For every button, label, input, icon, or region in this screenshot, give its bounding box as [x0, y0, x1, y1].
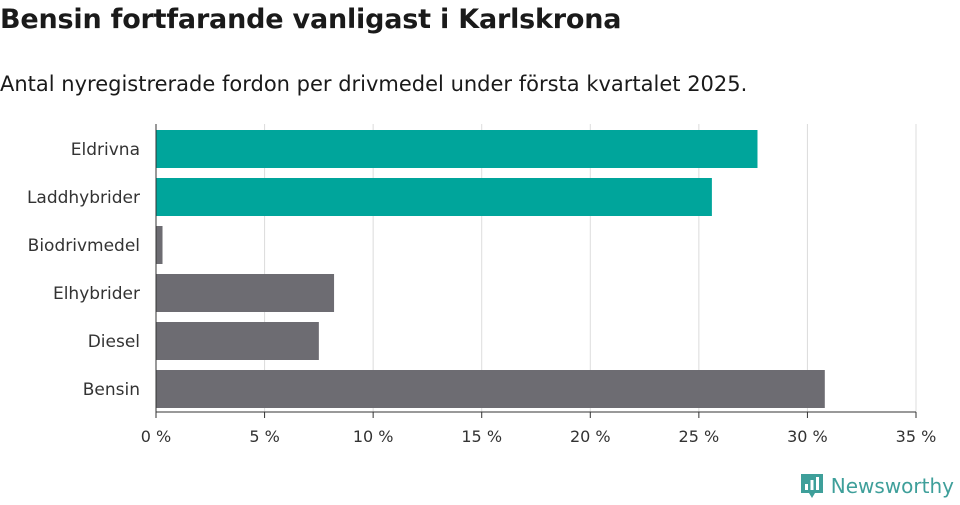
category-label: Elhybrider	[53, 284, 140, 304]
x-tick-label: 25 %	[679, 427, 720, 446]
category-label: Laddhybrider	[27, 188, 140, 208]
bar	[156, 178, 712, 216]
bar	[156, 130, 758, 168]
bar	[156, 226, 163, 264]
bar	[156, 274, 335, 312]
bar	[156, 370, 825, 408]
category-label: Bensin	[83, 380, 140, 400]
category-label: Diesel	[88, 332, 140, 352]
x-tick-label: 30 %	[787, 427, 828, 446]
bar	[156, 322, 319, 360]
x-tick-label: 0 %	[141, 427, 171, 446]
x-tick-label: 20 %	[570, 427, 611, 446]
x-tick-label: 35 %	[896, 427, 937, 446]
chart-subtitle: Antal nyregistrerade fordon per drivmede…	[0, 72, 748, 96]
x-tick-label: 5 %	[249, 427, 279, 446]
x-tick-label: 15 %	[461, 427, 502, 446]
brand-name: Newsworthy	[830, 474, 954, 498]
chart-title: Bensin fortfarande vanligast i Karlskron…	[0, 4, 622, 35]
newsworthy-chart-logo-icon	[800, 474, 823, 498]
x-tick-label: 10 %	[353, 427, 394, 446]
category-label: Biodrivmedel	[28, 236, 140, 256]
category-label: Eldrivna	[71, 140, 140, 160]
brand-logo: Newsworthy	[799, 472, 954, 500]
